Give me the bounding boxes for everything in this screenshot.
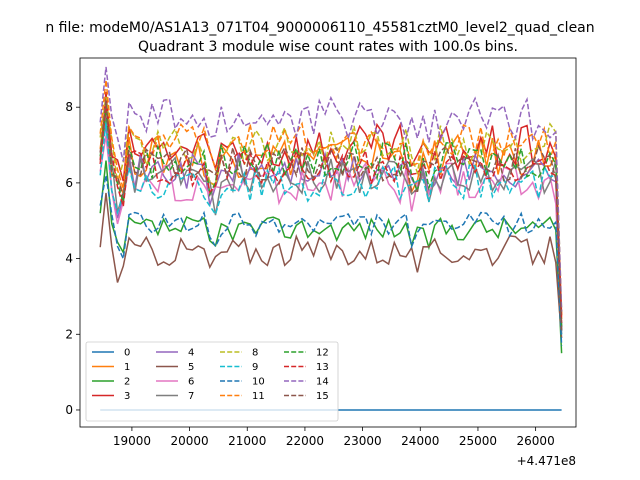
x-tick-label: 20000 xyxy=(170,434,208,448)
x-tick-label: 19000 xyxy=(113,434,151,448)
series-line-9 xyxy=(99,122,563,335)
x-tick-label: 25000 xyxy=(459,434,497,448)
legend-label-8: 8 xyxy=(252,348,258,359)
series-line-12 xyxy=(99,109,563,327)
legend-label-11: 11 xyxy=(252,391,265,402)
y-axis: 0 2 4 6 8 xyxy=(65,100,80,417)
legend-label-14: 14 xyxy=(316,377,329,388)
series-line-13 xyxy=(99,105,563,323)
legend-label-12: 12 xyxy=(316,348,329,359)
x-tick-label: 21000 xyxy=(228,434,266,448)
y-tick-label: 6 xyxy=(65,176,73,190)
legend-label-3: 3 xyxy=(124,391,130,402)
x-tick-label: 24000 xyxy=(401,434,439,448)
legend-label-13: 13 xyxy=(316,362,329,373)
series-line-3 xyxy=(99,91,563,316)
x-tick-label: 26000 xyxy=(517,434,555,448)
series-line-10 xyxy=(99,175,563,346)
series-line-11 xyxy=(99,79,563,316)
legend-label-0: 0 xyxy=(124,348,130,359)
series-line-5 xyxy=(99,192,563,339)
series-line-14 xyxy=(99,66,563,312)
legend-label-4: 4 xyxy=(188,348,194,359)
legend-label-7: 7 xyxy=(188,391,194,402)
legend-label-1: 1 xyxy=(124,362,130,373)
figure-suptitle: n file: modeM0/AS1A13_071T04_9000006110_… xyxy=(45,20,594,36)
x-tick-label: 23000 xyxy=(344,434,382,448)
legend-label-10: 10 xyxy=(252,377,265,388)
legend-label-5: 5 xyxy=(188,362,194,373)
series-layer xyxy=(99,66,563,411)
y-tick-label: 4 xyxy=(65,252,73,266)
chart-title: Quadrant 3 module wise count rates with … xyxy=(138,39,518,55)
legend-label-15: 15 xyxy=(316,391,329,402)
legend-label-6: 6 xyxy=(188,377,194,388)
series-line-8 xyxy=(99,96,563,312)
y-tick-label: 0 xyxy=(65,403,73,417)
axes-frame xyxy=(79,57,577,428)
legend-label-9: 9 xyxy=(252,362,258,373)
x-axis: 19000 20000 21000 22000 23000 24000 25000 26000 xyxy=(113,427,555,448)
series-line-15 xyxy=(99,100,563,331)
y-tick-label: 8 xyxy=(65,100,73,114)
legend-label-2: 2 xyxy=(124,377,130,388)
series-line-2 xyxy=(99,160,563,354)
x-tick-label: 22000 xyxy=(286,434,324,448)
legend-box xyxy=(85,341,339,422)
y-tick-label: 2 xyxy=(65,327,73,341)
x-offset-label: +4.471e8 xyxy=(517,454,576,468)
